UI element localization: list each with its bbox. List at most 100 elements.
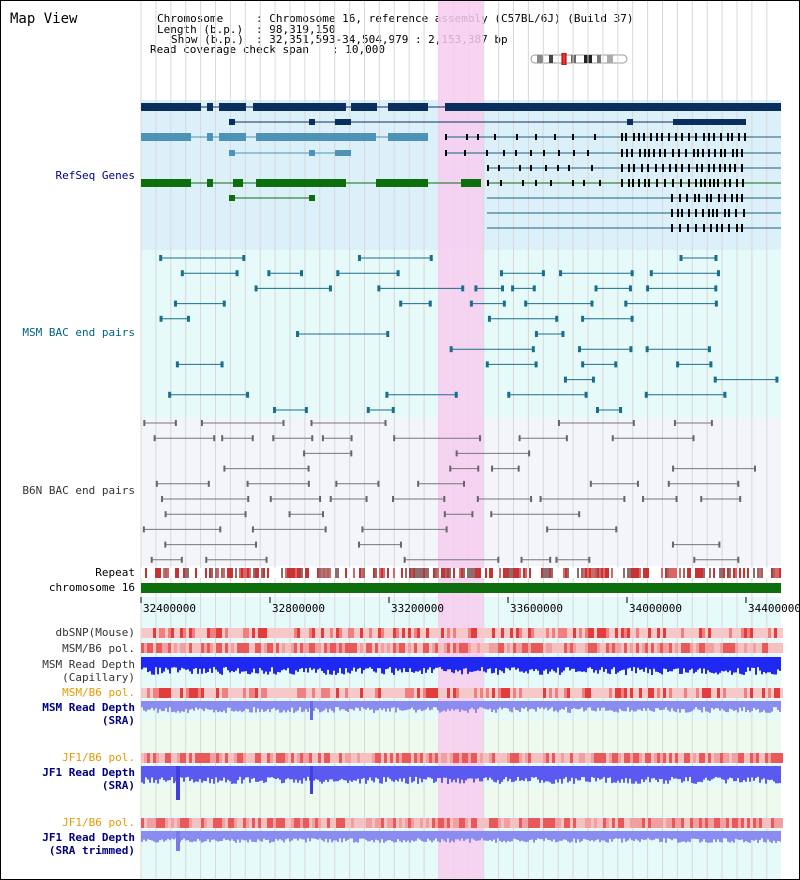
- depth-bar: [395, 831, 397, 843]
- heat-strip-cell: [525, 643, 528, 653]
- bac-end: [667, 480, 670, 487]
- repeat-mark: [649, 568, 651, 578]
- repeat-mark: [215, 568, 217, 578]
- depth-bar: [479, 701, 481, 708]
- heat-strip-cell: [582, 643, 585, 653]
- bac-end: [223, 465, 226, 472]
- depth-bar: [531, 831, 533, 840]
- heat-strip-cell: [666, 753, 669, 763]
- heat-strip-cell: [303, 818, 306, 828]
- heat-strip-cell: [336, 643, 339, 653]
- heat-strip-cell: [159, 628, 162, 638]
- heat-strip-cell: [609, 643, 612, 653]
- depth-bar: [715, 831, 717, 843]
- depth-bar: [669, 831, 671, 839]
- depth-bar: [629, 766, 631, 779]
- heat-strip-cell: [177, 628, 180, 638]
- depth-bar: [423, 701, 425, 711]
- heat-strip-cell: [708, 643, 711, 653]
- heat-strip-cell: [630, 628, 633, 638]
- depth-bar: [159, 766, 161, 780]
- depth-bar: [393, 831, 395, 843]
- depth-bar: [357, 701, 359, 709]
- repeat-mark: [193, 568, 195, 578]
- heat-strip-cell: [354, 643, 357, 653]
- depth-bar: [409, 831, 411, 843]
- heat-strip-cell: [318, 688, 321, 698]
- depth-bar: [279, 701, 281, 713]
- gene-exon: [708, 133, 710, 141]
- depth-bar: [553, 831, 555, 840]
- depth-bar: [335, 831, 337, 841]
- heat-strip-cell: [156, 818, 159, 828]
- heat-strip-cell: [606, 818, 609, 828]
- heat-strip-cell: [345, 753, 348, 763]
- depth-bar: [199, 657, 201, 669]
- depth-bar: [397, 701, 399, 708]
- heat-strip-cell: [603, 688, 606, 698]
- depth-bar: [557, 831, 559, 842]
- depth-bar: [255, 657, 257, 674]
- heat-strip-cell: [435, 753, 438, 763]
- heat-strip-cell: [150, 643, 153, 653]
- depth-bar: [361, 831, 363, 839]
- depth-bar: [319, 701, 321, 713]
- depth-bar: [551, 657, 553, 670]
- gene-exon: [724, 149, 726, 157]
- depth-bar: [631, 701, 633, 710]
- heat-strip-cell: [414, 753, 417, 763]
- depth-bar: [563, 701, 565, 710]
- gene-exon: [736, 149, 738, 157]
- gene-exon: [706, 194, 708, 202]
- depth-bar: [349, 766, 351, 781]
- heat-strip-cell: [441, 628, 444, 638]
- depth-bar: [295, 701, 297, 712]
- bac-end: [180, 270, 184, 277]
- heat-strip-cell: [453, 628, 456, 638]
- bac-end: [357, 255, 361, 261]
- heat-strip-cell: [696, 753, 699, 763]
- depth-bar: [679, 701, 681, 713]
- gene-exon: [461, 179, 481, 187]
- heat-strip-cell: [426, 753, 429, 763]
- repeat-mark: [487, 568, 489, 578]
- depth-bar: [259, 657, 261, 668]
- heat-strip-cell: [597, 643, 600, 653]
- bac-end: [499, 270, 503, 277]
- heat-strip-cell: [612, 643, 615, 653]
- heat-strip-cell: [510, 643, 513, 653]
- span-label: Read coverage check span: [150, 43, 309, 56]
- heat-strip-cell: [360, 628, 363, 638]
- gene-exon: [621, 149, 623, 157]
- repeat-mark: [545, 568, 547, 578]
- depth-bar: [247, 657, 249, 674]
- heat-strip-cell: [240, 688, 243, 698]
- depth-bar: [399, 831, 401, 842]
- bac-end: [174, 420, 177, 426]
- depth-bar: [357, 657, 359, 669]
- depth-bar: [509, 701, 511, 712]
- heat-strip-cell: [750, 688, 753, 698]
- gene-exon: [713, 179, 715, 187]
- gene-exon: [680, 179, 682, 187]
- heat-strip-cell: [240, 818, 243, 828]
- repeat-mark: [593, 568, 595, 578]
- depth-bar: [243, 657, 245, 672]
- heat-strip-cell: [288, 818, 291, 828]
- bac-end: [221, 435, 224, 442]
- depth-bar: [495, 701, 497, 713]
- depth-bar: [205, 657, 207, 674]
- repeat-mark: [373, 568, 375, 578]
- heat-strip-cell: [162, 818, 165, 828]
- heat-strip-cell: [468, 628, 471, 638]
- depth-bar: [703, 766, 705, 780]
- heat-strip-cell: [771, 628, 774, 638]
- depth-bar: [227, 831, 229, 840]
- heat-strip-cell: [636, 643, 639, 653]
- depth-bar: [471, 766, 473, 779]
- depth-bar: [303, 831, 305, 840]
- heat-strip-cell: [192, 643, 195, 653]
- repeat-mark: [435, 568, 437, 578]
- gene-exon: [695, 133, 697, 141]
